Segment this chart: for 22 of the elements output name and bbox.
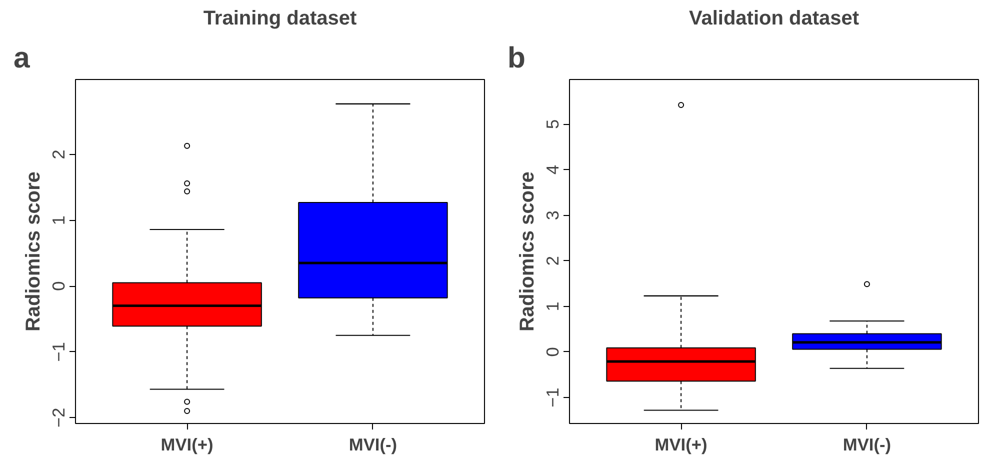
y-tick-label: 0 [542,347,562,357]
y-tick-label: 0 [48,281,68,291]
y-axis-title: Radiomics score [22,171,44,332]
y-axis-title: Radiomics score [516,171,538,332]
chart-title: Validation dataset [688,8,860,30]
y-tick-label: −2 [48,408,68,428]
y-tick-label: 4 [542,164,562,175]
y-tick-label: 3 [542,210,562,220]
x-tick-label: MVI(+) [654,434,708,454]
x-tick-label: MVI(-) [842,434,892,454]
y-tick-label: 1 [542,302,562,312]
y-tick-label: −1 [542,388,562,408]
x-tick-label: MVI(-) [348,434,398,454]
chart-title: Training dataset [203,8,358,30]
y-tick-label: 1 [48,215,68,226]
x-tick-label: MVI(+) [160,434,214,454]
y-tick-label: 2 [542,256,562,266]
text: a [14,42,30,74]
text: b [508,42,526,74]
y-tick-label: 2 [48,150,68,160]
y-tick-label: −1 [48,342,68,362]
y-tick-label: 5 [542,119,562,129]
